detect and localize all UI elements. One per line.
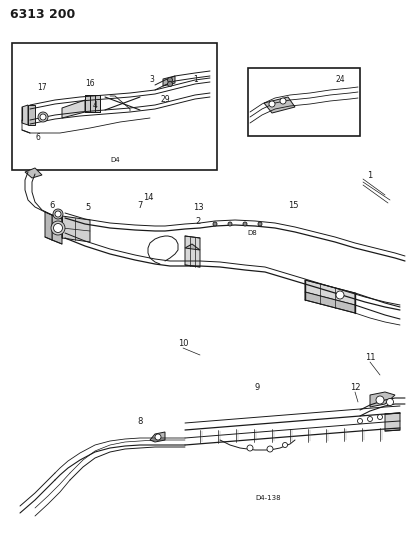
Polygon shape xyxy=(85,95,100,112)
Text: 4: 4 xyxy=(93,101,98,110)
Circle shape xyxy=(53,209,63,219)
Circle shape xyxy=(280,98,286,104)
Polygon shape xyxy=(22,105,28,125)
Text: 16: 16 xyxy=(85,78,95,87)
Text: 24: 24 xyxy=(335,75,345,84)
Text: 6: 6 xyxy=(35,133,40,141)
Polygon shape xyxy=(305,280,355,305)
Text: 3: 3 xyxy=(150,75,155,84)
Text: D8: D8 xyxy=(247,230,257,236)
Circle shape xyxy=(377,415,383,419)
Text: 1: 1 xyxy=(367,171,373,180)
Polygon shape xyxy=(264,97,295,113)
Circle shape xyxy=(38,112,48,122)
Circle shape xyxy=(51,221,65,235)
Text: 11: 11 xyxy=(365,353,375,362)
Text: 1: 1 xyxy=(194,76,198,85)
Polygon shape xyxy=(385,413,400,431)
Polygon shape xyxy=(185,236,200,267)
Circle shape xyxy=(267,446,273,452)
Circle shape xyxy=(40,114,46,120)
Text: 7: 7 xyxy=(137,201,143,211)
Circle shape xyxy=(376,396,384,404)
Polygon shape xyxy=(150,432,165,442)
Polygon shape xyxy=(305,292,355,313)
Circle shape xyxy=(213,222,217,226)
Circle shape xyxy=(386,399,393,406)
Circle shape xyxy=(228,222,232,226)
Polygon shape xyxy=(28,105,35,125)
Text: 6313 200: 6313 200 xyxy=(10,8,75,21)
Polygon shape xyxy=(370,392,395,407)
Circle shape xyxy=(357,418,362,424)
Polygon shape xyxy=(52,215,62,244)
Text: D4-138: D4-138 xyxy=(255,495,281,501)
Circle shape xyxy=(269,101,275,107)
Text: 6: 6 xyxy=(49,201,55,211)
Polygon shape xyxy=(25,168,42,178)
Text: 5: 5 xyxy=(85,204,91,213)
Polygon shape xyxy=(62,100,85,118)
Text: 9: 9 xyxy=(254,384,259,392)
Polygon shape xyxy=(185,244,200,250)
Circle shape xyxy=(247,445,253,451)
Circle shape xyxy=(168,77,173,83)
Circle shape xyxy=(243,222,247,226)
Circle shape xyxy=(55,211,61,217)
Text: 13: 13 xyxy=(193,203,203,212)
Text: 2: 2 xyxy=(195,217,201,227)
Circle shape xyxy=(258,222,262,226)
Polygon shape xyxy=(163,76,175,86)
Circle shape xyxy=(168,82,173,86)
Bar xyxy=(12,43,217,170)
Polygon shape xyxy=(45,212,52,240)
Circle shape xyxy=(368,416,373,422)
Text: 8: 8 xyxy=(137,417,143,426)
Text: 17: 17 xyxy=(37,83,47,92)
Text: D4: D4 xyxy=(110,157,120,163)
Text: 29: 29 xyxy=(160,95,170,104)
Text: 12: 12 xyxy=(350,384,360,392)
Text: 14: 14 xyxy=(143,193,153,203)
Text: 10: 10 xyxy=(178,340,188,349)
Circle shape xyxy=(282,442,288,448)
Polygon shape xyxy=(62,216,90,242)
Bar xyxy=(248,68,360,136)
Circle shape xyxy=(336,291,344,299)
Circle shape xyxy=(53,223,62,232)
Circle shape xyxy=(155,434,161,440)
Text: 15: 15 xyxy=(288,201,298,211)
